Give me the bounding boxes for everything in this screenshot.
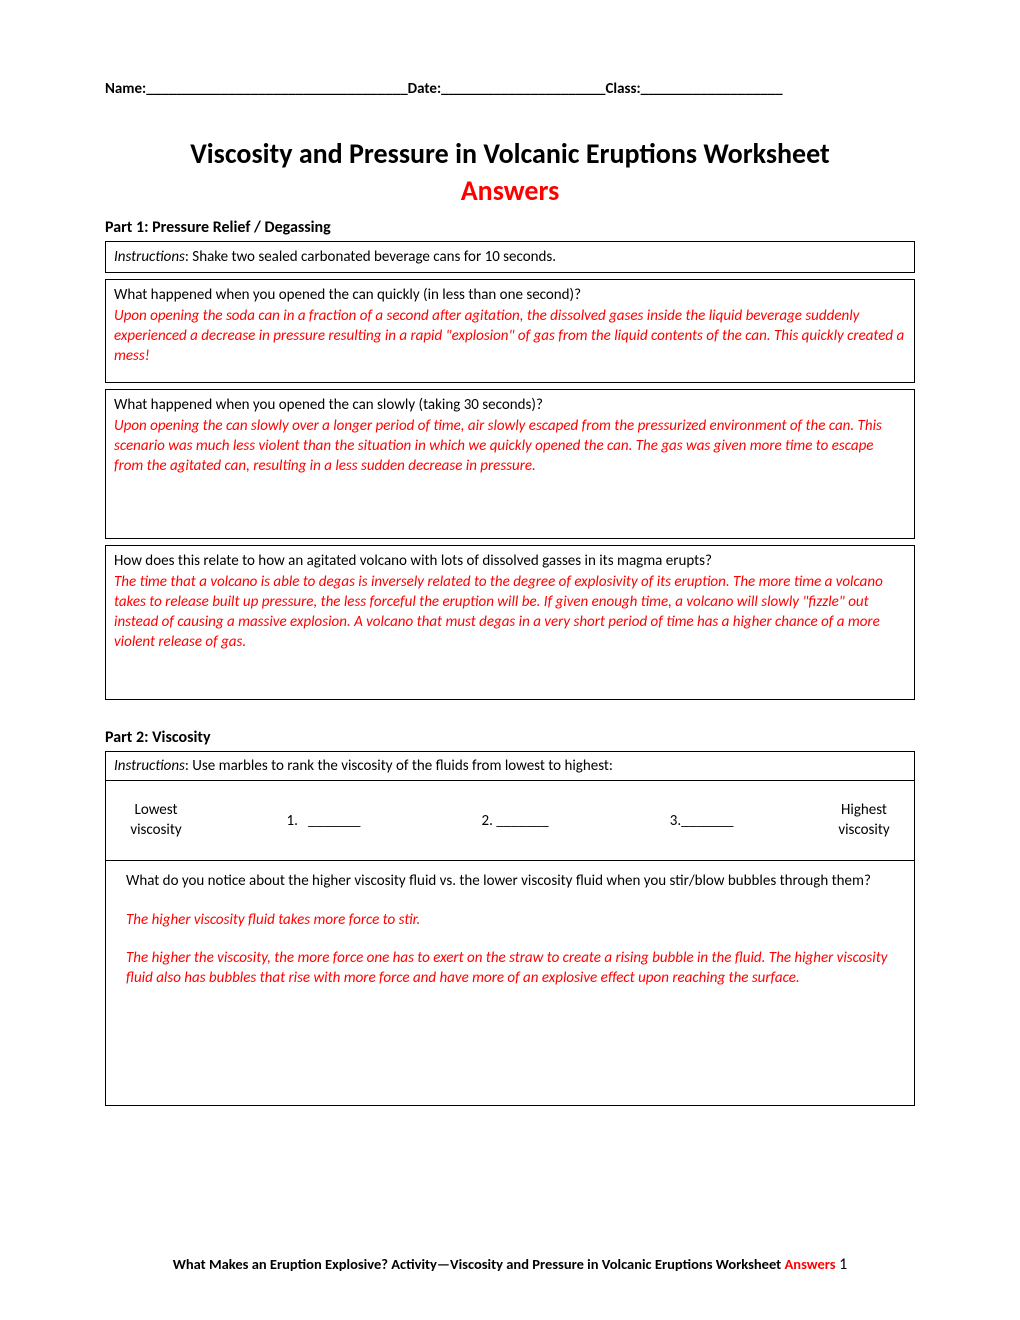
instructions-label: Instructions bbox=[114, 248, 185, 266]
part1-heading: Part 1: Pressure Relief / Degassing bbox=[105, 218, 915, 237]
rank-2: 2. _______ bbox=[482, 812, 549, 830]
instructions2-label: Instructions bbox=[114, 757, 185, 775]
rank-1: 1. _______ bbox=[287, 812, 361, 830]
date-blank: ______________________ bbox=[441, 80, 605, 98]
part2-answer-line1: The higher viscosity fluid takes more fo… bbox=[126, 910, 902, 930]
name-blank: ___________________________________ bbox=[146, 80, 407, 98]
part2-question-box: What do you notice about the higher visc… bbox=[105, 861, 915, 1106]
part1-a3: The time that a volcano is able to degas… bbox=[114, 572, 906, 653]
footer-text: What Makes an Eruption Explosive? Activi… bbox=[173, 1255, 785, 1273]
part1-q3: How does this relate to how an agitated … bbox=[114, 551, 906, 571]
part1-a2: Upon opening the can slowly over a longe… bbox=[114, 416, 906, 477]
name-label: Name: bbox=[105, 80, 146, 98]
instructions-text: : Shake two sealed carbonated beverage c… bbox=[185, 248, 556, 266]
part1-q2-box: What happened when you opened the can sl… bbox=[105, 389, 915, 539]
part2-instructions-box: Instructions: Use marbles to rank the vi… bbox=[105, 751, 915, 781]
header-fields: Name: __________________________________… bbox=[105, 80, 915, 98]
part1-instructions-box: Instructions: Shake two sealed carbonate… bbox=[105, 241, 915, 273]
footer-answers: Answers bbox=[785, 1255, 836, 1273]
part1-q1: What happened when you opened the can qu… bbox=[114, 285, 906, 305]
highest-viscosity-label: Highest viscosity bbox=[814, 793, 914, 848]
part1-q2: What happened when you opened the can sl… bbox=[114, 395, 906, 415]
rank-3: 3._______ bbox=[670, 812, 734, 830]
class-blank: ___________________ bbox=[641, 80, 783, 98]
part2-answer-line2: The higher the viscosity, the more force… bbox=[126, 948, 902, 989]
lowest-viscosity-label: Lowest viscosity bbox=[106, 793, 206, 848]
part1-q1-box: What happened when you opened the can qu… bbox=[105, 279, 915, 383]
class-label: Class: bbox=[605, 80, 640, 98]
worksheet-subtitle: Answers bbox=[105, 173, 915, 208]
viscosity-rank-row: Lowest viscosity 1. _______ 2. _______ 3… bbox=[105, 781, 915, 861]
part2-question: What do you notice about the higher visc… bbox=[126, 871, 902, 891]
rank-blanks: 1. _______ 2. _______ 3._______ bbox=[206, 812, 814, 830]
instructions2-text: : Use marbles to rank the viscosity of t… bbox=[185, 757, 613, 775]
part1-q3-box: How does this relate to how an agitated … bbox=[105, 545, 915, 700]
part1-a1: Upon opening the soda can in a fraction … bbox=[114, 306, 906, 367]
page-number: 1 bbox=[836, 1255, 848, 1274]
part2-heading: Part 2: Viscosity bbox=[105, 728, 915, 747]
date-label: Date: bbox=[408, 80, 441, 98]
worksheet-title: Viscosity and Pressure in Volcanic Erupt… bbox=[105, 136, 915, 171]
page-footer: What Makes an Eruption Explosive? Activi… bbox=[0, 1255, 1020, 1274]
